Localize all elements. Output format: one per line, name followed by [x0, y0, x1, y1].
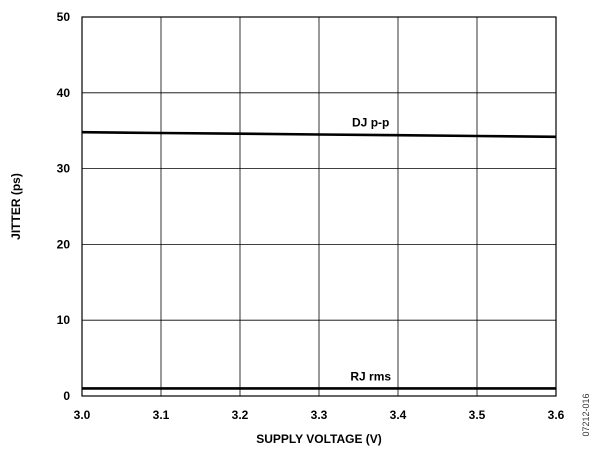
x-tick-label-3: 3.3	[311, 408, 328, 422]
x-tick-label-4: 3.4	[390, 408, 407, 422]
x-tick-label-6: 3.6	[548, 408, 565, 422]
x-tick-labels: 3.0 3.1 3.2 3.3 3.4 3.5 3.6	[74, 408, 565, 422]
x-tick-label-0: 3.0	[74, 408, 91, 422]
series-lines	[81, 130, 557, 390]
x-axis-label: SUPPLY VOLTAGE (V)	[256, 432, 382, 446]
y-tick-label-2: 20	[57, 237, 71, 251]
series-label-0: DJ p-p	[352, 115, 389, 129]
series-line-0	[81, 130, 557, 139]
x-tick-label-5: 3.5	[469, 408, 486, 422]
y-tick-label-1: 10	[57, 313, 71, 327]
y-tick-label-5: 50	[57, 10, 71, 24]
x-tick-label-2: 3.2	[232, 408, 249, 422]
y-tick-labels: 0 10 20 30 40 50	[57, 10, 71, 403]
series-label-1: RJ rms	[350, 369, 391, 383]
series-labels: DJ p-p RJ rms	[350, 115, 391, 383]
y-tick-label-0: 0	[63, 389, 70, 403]
y-tick-label-3: 30	[57, 162, 71, 176]
y-tick-label-4: 40	[57, 86, 71, 100]
grid-lines	[81, 16, 557, 397]
plot-frame	[81, 16, 557, 397]
figure-id: 07212-016	[581, 393, 591, 436]
x-tick-label-1: 3.1	[153, 408, 170, 422]
y-axis-label: JITTER (ps)	[9, 173, 23, 240]
